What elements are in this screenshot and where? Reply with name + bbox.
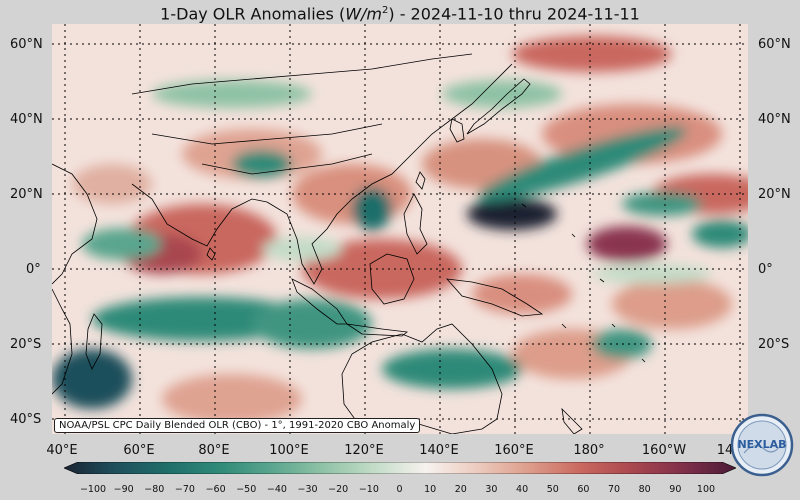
lon-label: 120°E: [344, 443, 384, 458]
lat-label-left: 0°: [26, 262, 41, 277]
lat-label-right: 60°N: [758, 37, 791, 52]
logo-text: NEXLAB: [737, 438, 786, 451]
lat-label-right: 0°: [758, 262, 773, 277]
nexlab-logo: NEXLAB: [730, 413, 794, 477]
lat-label-left: 20°N: [10, 187, 43, 202]
lat-label-left: 60°N: [10, 37, 43, 52]
map-title: 1-Day OLR Anomalies (W/m2) - 2024-11-10 …: [160, 4, 640, 24]
graticule: [52, 24, 748, 434]
lon-label: 40°E: [46, 443, 78, 458]
lon-label: 100°E: [269, 443, 309, 458]
colorbar-tick-label: −20: [328, 484, 349, 495]
lat-label-left: 20°S: [10, 337, 42, 352]
colorbar-tick-label: 100: [696, 484, 716, 495]
colorbar-tick-label: 90: [669, 484, 682, 495]
colorbar-tick-label: −40: [266, 484, 287, 495]
colorbar-tick-label: −60: [205, 484, 226, 495]
lat-label-right: 20°N: [758, 187, 791, 202]
colorbar-tick-label: 0: [396, 484, 403, 495]
lat-label-left: 40°N: [10, 112, 43, 127]
colorbar-tick-label: −80: [144, 484, 165, 495]
lon-label: 14: [716, 443, 734, 458]
colorbar-tick-label: 50: [546, 484, 559, 495]
lon-label: 80°E: [198, 443, 230, 458]
lon-label: 160°E: [494, 443, 534, 458]
lon-label: 160°W: [641, 443, 687, 458]
colorbar-tick-label: 20: [454, 484, 467, 495]
lat-label-right: 40°N: [758, 112, 791, 127]
colorbar-tick-label: −90: [113, 484, 134, 495]
lon-label: 180°: [573, 443, 605, 458]
lat-label-right: 20°S: [758, 337, 790, 352]
colorbar-tick-label: −10: [358, 484, 379, 495]
anomaly-field: [52, 36, 748, 424]
lat-label-left: 40°S: [10, 412, 42, 427]
colorbar-tick-label: −50: [236, 484, 257, 495]
olr-anomaly-map: [52, 24, 748, 434]
colorbar-tick-label: 30: [485, 484, 498, 495]
colorbar-tick-label: −70: [174, 484, 195, 495]
coastlines: [52, 53, 646, 434]
data-source-credit: NOAA/PSL CPC Daily Blended OLR (CBO) - 1…: [54, 418, 421, 433]
colorbar-tick-label: 60: [577, 484, 590, 495]
colorbar-tick-label: 80: [638, 484, 651, 495]
colorbar-tick-label: 70: [608, 484, 621, 495]
colorbar-tick-label: −100: [79, 484, 107, 495]
colorbar-tick-label: 40: [516, 484, 529, 495]
colorbar-tick-label: −30: [297, 484, 318, 495]
colorbar: [64, 462, 736, 474]
colorbar-tick-label: 10: [424, 484, 437, 495]
lon-label: 60°E: [123, 443, 155, 458]
lon-label: 140°E: [419, 443, 459, 458]
